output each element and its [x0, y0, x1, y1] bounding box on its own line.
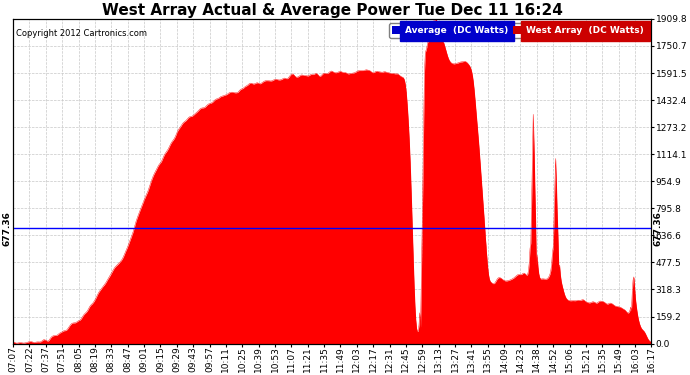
Text: 677.36: 677.36: [654, 211, 663, 246]
Legend: Average  (DC Watts), West Array  (DC Watts): Average (DC Watts), West Array (DC Watts…: [389, 24, 647, 38]
Text: 677.36: 677.36: [3, 211, 12, 246]
Title: West Array Actual & Average Power Tue Dec 11 16:24: West Array Actual & Average Power Tue De…: [102, 3, 563, 18]
Text: Copyright 2012 Cartronics.com: Copyright 2012 Cartronics.com: [17, 28, 147, 38]
